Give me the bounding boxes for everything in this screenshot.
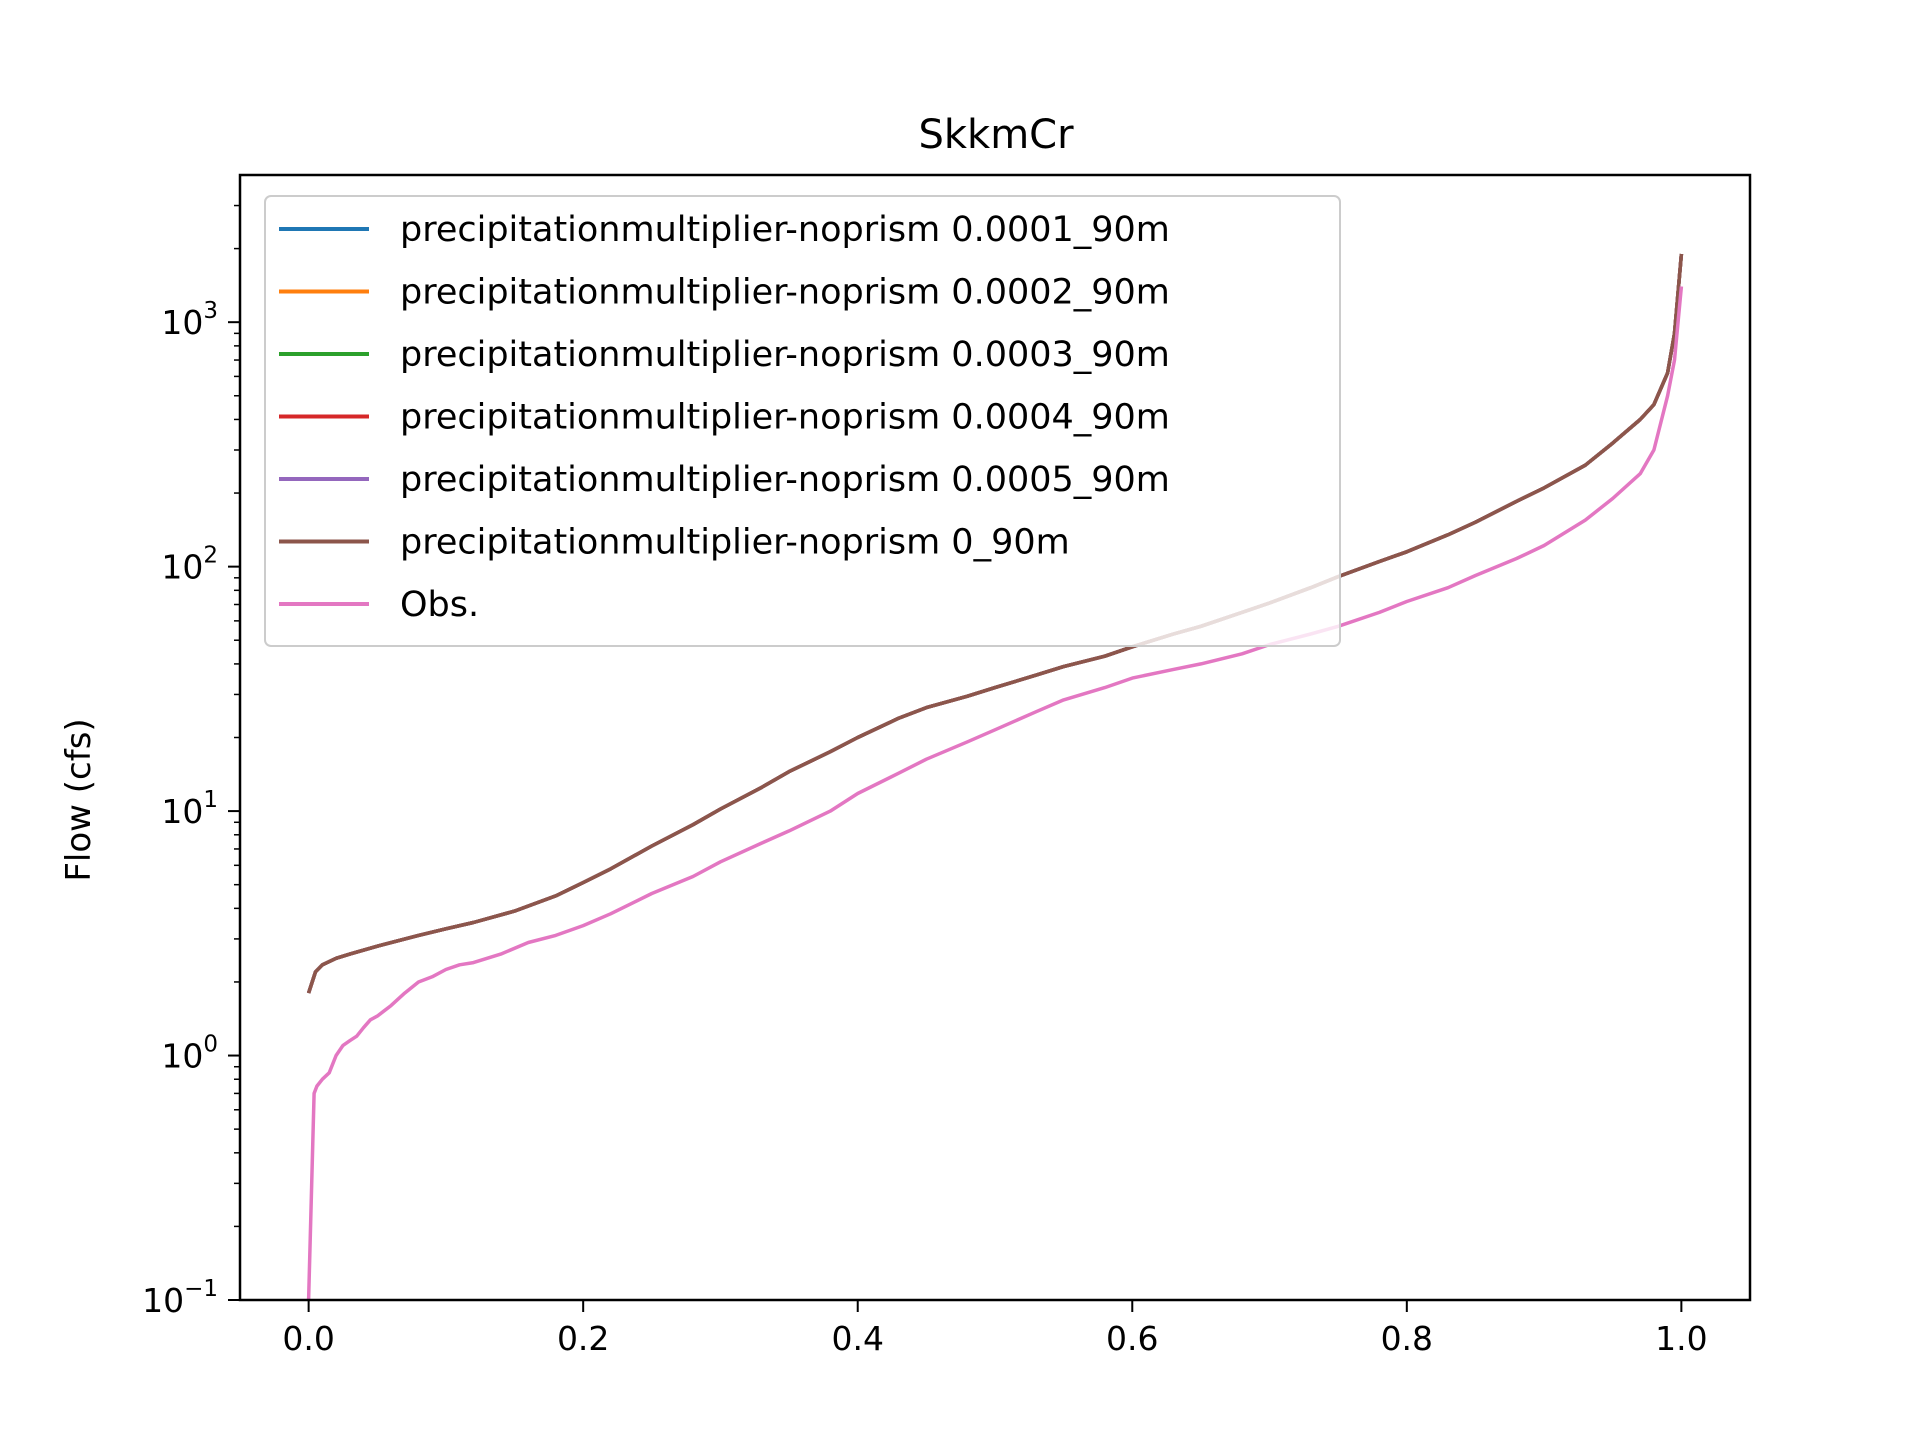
x-tick-label: 0.8 [1381,1319,1433,1358]
y-tick-label: 103 [161,298,218,342]
plot-frame [238,173,1752,1302]
y-tick-label: 101 [161,787,218,831]
series-lines [306,253,1684,1301]
x-tick-label: 0.4 [831,1319,883,1358]
legend-label-1: precipitationmultiplier-noprism 0.0001_9… [400,210,1170,250]
y-tick-label: 100 [161,1032,218,1076]
x-tick-label: 0.2 [557,1319,609,1358]
x-tick-label: 1.0 [1655,1319,1707,1358]
legend-label-3: precipitationmultiplier-noprism 0.0003_9… [400,335,1170,375]
legend-label-4: precipitationmultiplier-noprism 0.0004_9… [400,398,1170,438]
legend-box [264,195,1341,647]
legend-label-7: Obs. [400,585,479,625]
x-tick-label: 0.0 [282,1319,334,1358]
y-tick-label: 102 [161,543,218,587]
legend-label-5: precipitationmultiplier-noprism 0.0005_9… [400,460,1170,500]
x-tick-label: 0.6 [1106,1319,1158,1358]
series-line-6 [306,253,1684,994]
y-tick-label: 10−1 [142,1276,218,1320]
axis-ticks: 0.0 0.2 0.4 0.6 0.8 1.0 10−1 100 101 102 103 [142,204,1708,1358]
legend-label-2: precipitationmultiplier-noprism 0.0002_9… [400,273,1170,313]
legend: precipitationmultiplier-noprism 0.0001_9… [264,195,1341,647]
legend-label-6: precipitationmultiplier-noprism 0_90m [400,523,1070,563]
chart-title: SkkmCr [918,112,1074,158]
y-axis-label: Flow (cfs) [59,718,99,881]
series-line-7 [306,286,1684,1301]
